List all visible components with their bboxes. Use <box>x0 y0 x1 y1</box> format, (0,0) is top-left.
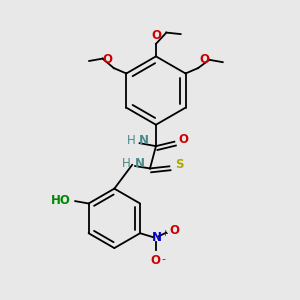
Text: O: O <box>151 29 161 42</box>
Text: H: H <box>126 134 135 147</box>
Text: O: O <box>169 224 179 237</box>
Text: O: O <box>200 53 210 66</box>
Text: S: S <box>175 158 183 171</box>
Text: -: - <box>162 254 166 264</box>
Text: O: O <box>178 133 188 146</box>
Text: N: N <box>139 134 149 147</box>
Text: O: O <box>102 53 112 66</box>
Text: N: N <box>152 231 161 244</box>
Text: +: + <box>161 229 168 238</box>
Text: N: N <box>134 157 145 170</box>
Text: O: O <box>150 254 160 267</box>
Text: HO: HO <box>51 194 71 207</box>
Text: H: H <box>122 157 131 170</box>
